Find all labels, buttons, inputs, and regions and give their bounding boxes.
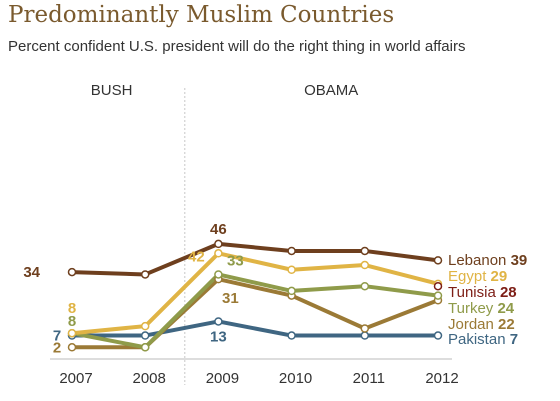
data-label-egypt-2007: 8 [68, 300, 76, 317]
point-lebanon-2011 [360, 246, 370, 256]
point-pakistan-2010 [287, 331, 296, 340]
point-jordan-2007 [67, 343, 77, 352]
point-turkey-2009 [214, 270, 223, 279]
point-pakistan-2008 [140, 331, 150, 340]
end-label-pakistan: Pakistan 7 [448, 331, 518, 348]
data-label-turkey-2009: 33 [227, 252, 244, 269]
point-lebanon-2009 [214, 239, 223, 249]
point-egypt-2008 [140, 321, 150, 331]
data-label-jordan-2009: 31 [222, 290, 239, 307]
period-label-bush: BUSH [91, 82, 133, 99]
x-tick-2012: 2012 [425, 370, 458, 387]
x-tick-2011: 2011 [353, 370, 385, 387]
end-label-jordan: Jordan 22 [448, 316, 515, 333]
series-line-pakistan [72, 319, 438, 338]
chart-subtitle: Percent confident U.S. president will do… [8, 38, 466, 55]
point-turkey-2008 [140, 343, 150, 352]
point-egypt-2010 [287, 265, 296, 274]
point-lebanon-2010 [287, 246, 296, 256]
point-turkey-2012 [433, 291, 443, 300]
point-lebanon-2012 [433, 256, 443, 265]
end-label-tunisia: Tunisia 28 [448, 284, 517, 301]
period-label-obama: OBAMA [304, 82, 358, 99]
data-label-pakistan-2007: 7 [53, 328, 61, 345]
data-label-jordan-2007: 2 [53, 339, 61, 356]
point-egypt-2011 [360, 260, 370, 270]
data-label-egypt-2009: 42 [188, 248, 205, 265]
point-egypt-2009 [214, 249, 223, 258]
series-line-turkey [71, 272, 439, 350]
series-line-egypt [71, 251, 439, 336]
point-turkey-2011 [360, 281, 370, 291]
point-tunisia-2012 [433, 281, 443, 291]
x-tick-2007: 2007 [59, 370, 92, 387]
chart-title: Predominantly Muslim Countries [8, 2, 395, 28]
point-pakistan-2011 [360, 331, 370, 340]
point-pakistan-2012 [433, 331, 443, 340]
point-lebanon-2007 [67, 267, 77, 277]
point-lebanon-2008 [140, 270, 150, 279]
x-tick-2008: 2008 [133, 370, 166, 387]
data-label-pakistan-2009: 13 [210, 328, 227, 345]
point-egypt-2007 [67, 328, 77, 338]
point-pakistan-2009 [214, 317, 223, 326]
data-label-lebanon-2009: 46 [210, 221, 227, 238]
point-jordan-2011 [360, 324, 370, 333]
end-label-egypt: Egypt 29 [448, 268, 507, 285]
point-turkey-2010 [287, 286, 296, 296]
data-label-lebanon-2007: 34 [23, 264, 40, 281]
end-label-turkey: Turkey 24 [448, 300, 515, 317]
end-label-lebanon: Lebanon 39 [448, 252, 527, 269]
series-line-lebanon [71, 241, 439, 277]
series-line-jordan [72, 277, 439, 350]
data-label-turkey-2007: 8 [68, 313, 76, 330]
x-tick-2009: 2009 [206, 370, 239, 387]
x-tick-2010: 2010 [279, 370, 312, 387]
